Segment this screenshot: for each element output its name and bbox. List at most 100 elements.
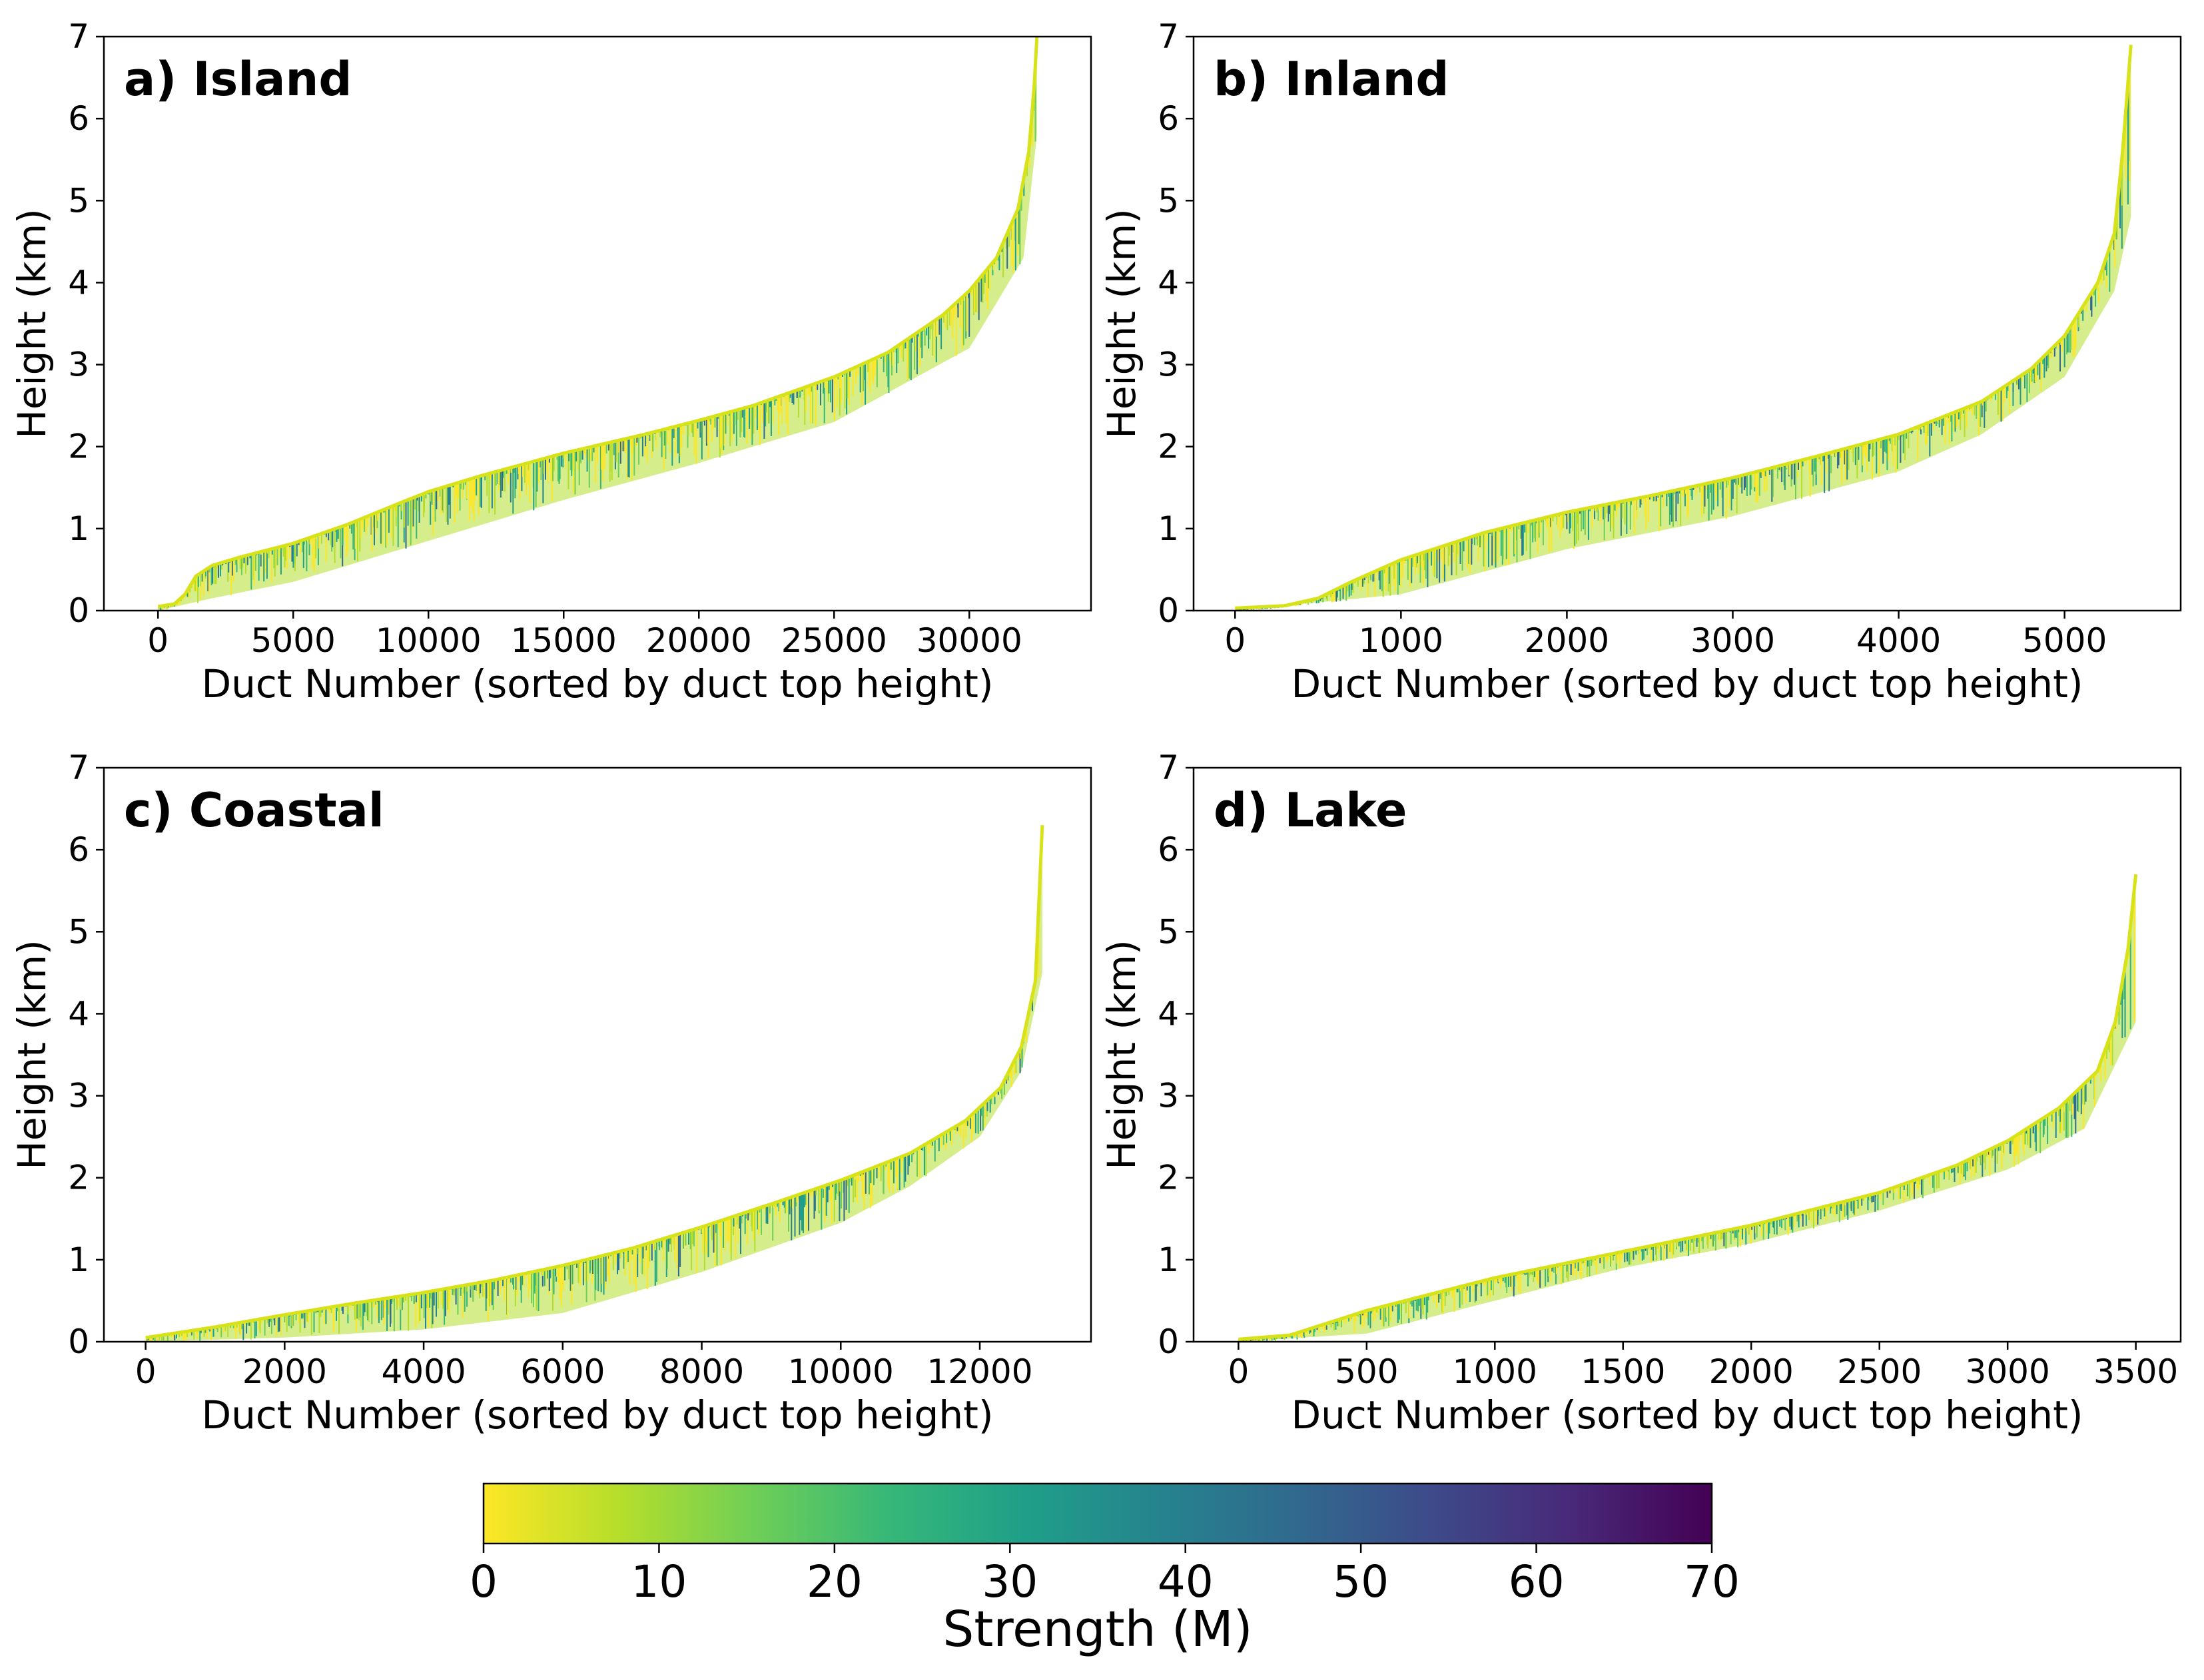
- y-tick-label: 6: [1158, 830, 1179, 869]
- x-tick-label: 3000: [1966, 1352, 2050, 1391]
- x-tick-label: 8000: [659, 1352, 744, 1391]
- x-axis: 0 500 1000 1500 2000 2500 3000 3500: [1228, 1342, 2178, 1391]
- y-tick-label: 0: [68, 1322, 89, 1361]
- y-axis-label: Height (km): [1099, 208, 1144, 439]
- y-tick-label: 4: [1158, 994, 1179, 1033]
- colorbar-tick-label: 50: [1333, 1556, 1389, 1607]
- y-tick-label: 4: [68, 263, 89, 302]
- x-axis-label: Duct Number (sorted by duct top height): [202, 661, 994, 706]
- colorbar-tick-label: 20: [807, 1556, 863, 1607]
- x-tick-label: 25000: [781, 621, 887, 660]
- plot-frame: [1192, 35, 2182, 612]
- x-tick-label: 0: [1224, 621, 1246, 660]
- colorbar-tick-label: 60: [1509, 1556, 1565, 1607]
- colorbar-tick-label: 10: [631, 1556, 687, 1607]
- x-tick-label: 3000: [1690, 621, 1775, 660]
- x-tick-label: 15000: [511, 621, 617, 660]
- y-tick-label: 1: [68, 509, 89, 548]
- x-tick-label: 30000: [917, 621, 1022, 660]
- x-tick-label: 500: [1335, 1352, 1398, 1391]
- x-tick-label: 3500: [2093, 1352, 2178, 1391]
- x-tick-label: 2000: [242, 1352, 327, 1391]
- y-tick-label: 4: [68, 994, 89, 1033]
- duct-fill-layer: [157, 36, 1039, 611]
- x-tick-label: 0: [135, 1352, 157, 1391]
- duct-lines: [1238, 886, 2135, 1342]
- y-tick-label: 0: [68, 591, 89, 630]
- colorbar-tick-label: 70: [1684, 1556, 1740, 1607]
- duct-envelope: [1238, 874, 2136, 1342]
- duct-fill-layer: [145, 825, 1044, 1342]
- x-tick-label: 10000: [376, 621, 482, 660]
- y-axis: 0 1 2 3 4 5 6 7: [68, 748, 104, 1361]
- y-axis-label: Height (km): [9, 940, 55, 1170]
- colorbar-tick-label: 0: [470, 1556, 498, 1607]
- y-tick-label: 3: [68, 1077, 89, 1115]
- panel-title: d) Lake: [1214, 783, 1407, 838]
- y-tick-label: 2: [68, 427, 89, 466]
- duct-envelope: [145, 825, 1042, 1342]
- colorbar-tick-label: 40: [1158, 1556, 1214, 1607]
- y-tick-label: 7: [68, 748, 89, 787]
- x-tick-label: 0: [147, 621, 169, 660]
- y-tick-label: 1: [1158, 1241, 1179, 1279]
- y-tick-label: 6: [1158, 99, 1179, 138]
- x-axis: 0 5000 10000 15000 20000 25000 30000: [147, 611, 1022, 660]
- y-tick-label: 3: [1158, 346, 1179, 384]
- y-tick-label: 4: [1158, 263, 1179, 302]
- panel-coastal: 0 2000 4000 6000 8000 10000 12000 0 1 2 3 4 5 6 7 c) …: [9, 748, 1092, 1438]
- y-tick-label: 6: [68, 830, 89, 869]
- y-axis-label: Height (km): [9, 208, 55, 439]
- y-axis: 0 1 2 3 4 5 6 7: [1158, 17, 1194, 630]
- duct-envelope: [158, 37, 1037, 611]
- y-tick-label: 7: [1158, 17, 1179, 56]
- duct-top-line: [157, 36, 1039, 609]
- plot-frame: [103, 766, 1092, 1343]
- x-tick-label: 2000: [1709, 1352, 1794, 1391]
- x-tick-label: 2500: [1837, 1352, 1922, 1391]
- y-tick-label: 2: [1158, 427, 1179, 466]
- y-axis-label: Height (km): [1099, 940, 1144, 1170]
- y-axis: 0 1 2 3 4 5 6 7: [68, 17, 104, 630]
- x-axis-label: Duct Number (sorted by duct top height): [1291, 661, 2083, 706]
- duct-top-line: [1238, 874, 2138, 1341]
- panel-inland: 0 1000 2000 3000 4000 5000 0 1 2 3 4 5 6 7 b) Inland…: [1099, 17, 2182, 706]
- y-tick-label: 7: [68, 17, 89, 56]
- x-tick-label: 5000: [2022, 621, 2107, 660]
- x-axis-label: Duct Number (sorted by duct top height): [202, 1392, 994, 1438]
- duct-envelope: [1235, 45, 2131, 611]
- y-tick-label: 5: [68, 912, 89, 951]
- y-tick-label: 5: [1158, 181, 1179, 220]
- colorbar-label: Strength (M): [942, 1601, 1252, 1658]
- y-tick-label: 7: [1158, 748, 1179, 787]
- panel-title: b) Inland: [1214, 52, 1449, 107]
- y-tick-label: 0: [1158, 591, 1179, 630]
- x-tick-label: 6000: [520, 1352, 605, 1391]
- x-tick-label: 0: [1228, 1352, 1249, 1391]
- y-axis: 0 1 2 3 4 5 6 7: [1158, 748, 1194, 1361]
- panel-title: c) Coastal: [124, 783, 384, 838]
- duct-lines: [1235, 59, 2131, 611]
- plot-frame: [103, 35, 1092, 612]
- x-axis-label: Duct Number (sorted by duct top height): [1291, 1392, 2083, 1438]
- duct-top-line: [1235, 45, 2133, 610]
- duct-top-line: [145, 825, 1044, 1340]
- x-tick-label: 4000: [381, 1352, 466, 1391]
- y-tick-label: 6: [68, 99, 89, 138]
- y-tick-label: 3: [1158, 1077, 1179, 1115]
- x-tick-label: 20000: [646, 621, 752, 660]
- duct-lines: [158, 45, 1038, 611]
- y-tick-label: 1: [1158, 509, 1179, 548]
- y-tick-label: 5: [1158, 912, 1179, 951]
- x-axis: 0 1000 2000 3000 4000 5000: [1224, 611, 2107, 660]
- x-tick-label: 4000: [1856, 621, 1941, 660]
- colorbar: 0 10 20 30 40 50 60 70 Strength (M): [470, 1482, 1740, 1658]
- x-tick-label: 2000: [1525, 621, 1609, 660]
- x-tick-label: 10000: [788, 1352, 894, 1391]
- colorbar-ticks: 0 10 20 30 40 50 60 70: [470, 1543, 1740, 1607]
- plot-frame: [1192, 766, 2182, 1343]
- y-tick-label: 0: [1158, 1322, 1179, 1361]
- x-axis: 0 2000 4000 6000 8000 10000 12000: [135, 1342, 1033, 1391]
- x-tick-label: 1000: [1453, 1352, 1537, 1391]
